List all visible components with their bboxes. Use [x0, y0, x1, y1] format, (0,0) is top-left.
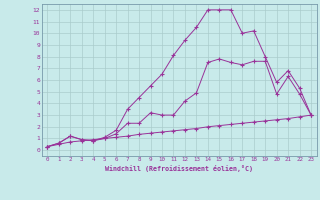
X-axis label: Windchill (Refroidissement éolien,°C): Windchill (Refroidissement éolien,°C): [105, 165, 253, 172]
